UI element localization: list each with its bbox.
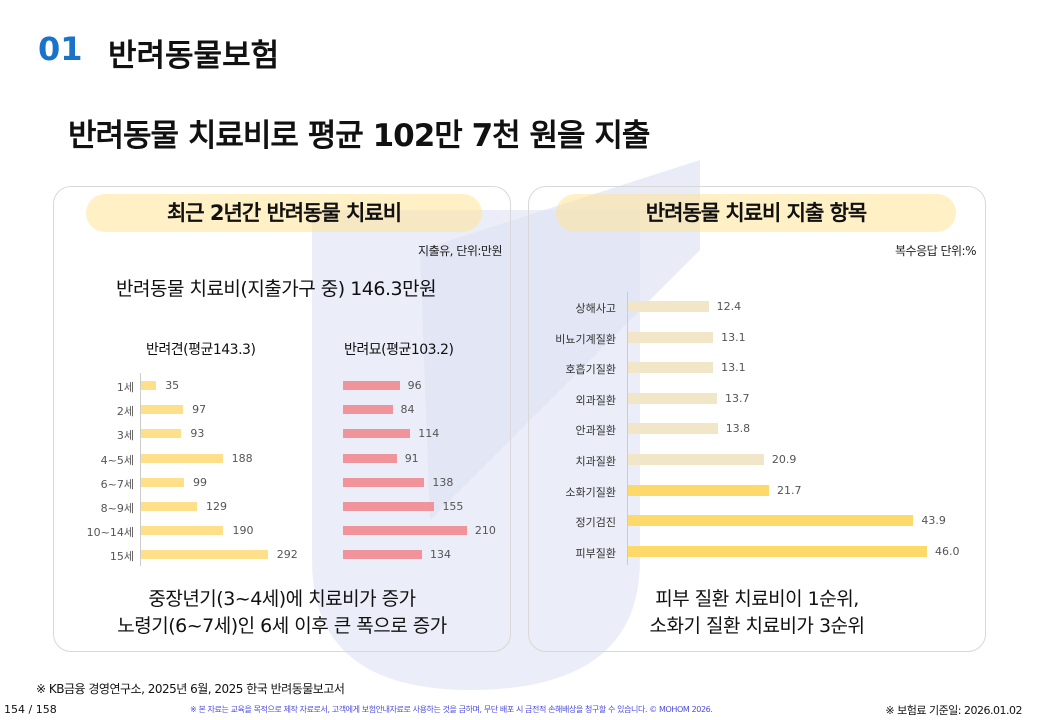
cat-value: 138	[432, 475, 454, 489]
right-conclusion: 피부 질환 치료비이 1순위, 소화기 질환 치료비가 3순위	[528, 586, 986, 640]
item-bar	[628, 331, 714, 343]
item-bar	[628, 392, 718, 404]
item-bar	[628, 362, 714, 374]
source-note: ※ KB금융 경영연구소, 2025년 6월, 2025 한국 반려동물보고서	[36, 682, 345, 696]
dog-bar	[141, 477, 184, 487]
dog-axis	[140, 373, 141, 566]
item-bar	[628, 515, 914, 527]
copyright-notice: ※ 본 자료는 교육을 목적으로 제작 자료로서, 고객에게 보험안내자료로 사…	[190, 705, 713, 714]
cat-value: 210	[474, 524, 496, 538]
item-value: 20.9	[771, 453, 797, 466]
item-bar	[628, 454, 764, 465]
left-panel-title: 최근 2년간 반려동물 치료비	[86, 194, 482, 232]
item-value: 43.9	[921, 514, 946, 528]
cat-value: 155	[442, 500, 464, 513]
cat-bar	[343, 550, 423, 560]
cat-bar	[343, 526, 467, 536]
dog-value: 129	[205, 500, 227, 513]
dog-value: 35	[165, 379, 180, 392]
section-number: 01	[38, 30, 83, 68]
dog-bar	[141, 429, 182, 439]
dog-value: 188	[231, 451, 253, 465]
item-value: 12.4	[716, 300, 742, 313]
right-conclusion-line2: 소화기 질환 치료비가 3순위	[649, 615, 866, 637]
left-conclusion-line1: 중장년기(3~4세)에 치료비가 증가	[148, 588, 416, 610]
base-date: ※ 보험료 기준일: 2026.01.02	[885, 704, 1022, 717]
dog-age-label: 15세	[109, 550, 134, 564]
section-title: 반려동물보험	[108, 38, 280, 74]
right-panel	[528, 186, 986, 652]
dog-value: 292	[276, 548, 298, 562]
item-value: 13.7	[725, 391, 750, 405]
summary-text: 반려동물 치료비(지출가구 중) 146.3만원	[116, 278, 437, 300]
item-bar	[628, 545, 927, 557]
item-bar	[628, 301, 709, 312]
dog-value: 93	[190, 427, 205, 441]
dog-bar	[141, 405, 184, 415]
left-unit: 지출유, 단위:만원	[418, 244, 502, 258]
left-conclusion: 중장년기(3~4세)에 치료비가 증가 노령기(6~7세)인 6세 이후 큰 폭…	[53, 586, 511, 640]
item-bar	[628, 484, 770, 496]
dog-age-label: 4~5세	[100, 453, 134, 467]
item-bar	[628, 423, 718, 435]
right-unit: 복수응답 단위:%	[894, 244, 977, 258]
cat-value: 134	[430, 548, 452, 562]
dog-bar	[141, 526, 224, 536]
cat-bar	[343, 381, 400, 390]
dog-bar	[141, 381, 157, 390]
dog-bar	[141, 453, 223, 463]
dog-age-label: 6~7세	[100, 477, 134, 491]
cat-value: 96	[407, 379, 422, 392]
dog-value: 99	[192, 475, 207, 489]
item-label: 치과질환	[575, 455, 616, 468]
cat-bar	[343, 502, 435, 511]
right-panel-title: 반려동물 치료비 지출 항목	[556, 194, 956, 232]
dog-age-label: 1세	[116, 381, 134, 394]
right-axis	[627, 292, 628, 565]
cat-value: 84	[400, 403, 415, 417]
dog-value: 190	[232, 524, 254, 538]
item-label: 안과질환	[575, 424, 616, 438]
page-number: 154 / 158	[4, 703, 57, 716]
page-headline: 반려동물 치료비로 평균 102만 7천 원을 지출	[68, 118, 650, 154]
item-value: 46.0	[935, 544, 960, 558]
cat-chart-title: 반려묘(평균103.2)	[344, 342, 454, 358]
left-conclusion-line2: 노령기(6~7세)인 6세 이후 큰 폭으로 증가	[117, 615, 447, 637]
item-value: 13.1	[721, 330, 746, 344]
item-label: 외과질환	[575, 393, 616, 407]
item-value: 13.8	[725, 422, 751, 436]
cat-bar	[343, 405, 393, 415]
item-label: 피부질환	[575, 546, 616, 560]
dog-age-label: 2세	[116, 405, 134, 419]
dog-age-label: 3세	[116, 429, 134, 443]
dog-value: 97	[192, 403, 207, 417]
left-panel	[53, 186, 511, 652]
item-label: 소화기질환	[565, 485, 616, 499]
item-label: 정기검진	[575, 516, 616, 530]
dog-chart-title: 반려견(평균143.3)	[146, 342, 256, 358]
item-value: 13.1	[721, 361, 746, 375]
dog-bar	[141, 550, 268, 560]
item-label: 비뇨기계질환	[555, 332, 616, 346]
item-label: 호흡기질환	[565, 363, 616, 377]
dog-age-label: 8~9세	[100, 502, 134, 515]
dog-age-label: 10~14세	[86, 526, 134, 540]
item-label: 상해사고	[575, 302, 616, 315]
cat-value: 114	[418, 427, 440, 441]
cat-bar	[343, 429, 411, 439]
cat-value: 91	[404, 451, 419, 465]
right-conclusion-line1: 피부 질환 치료비이 1순위,	[655, 588, 859, 610]
item-value: 21.7	[777, 483, 802, 497]
cat-bar	[343, 453, 397, 463]
cat-bar	[343, 477, 425, 487]
dog-bar	[141, 502, 197, 511]
